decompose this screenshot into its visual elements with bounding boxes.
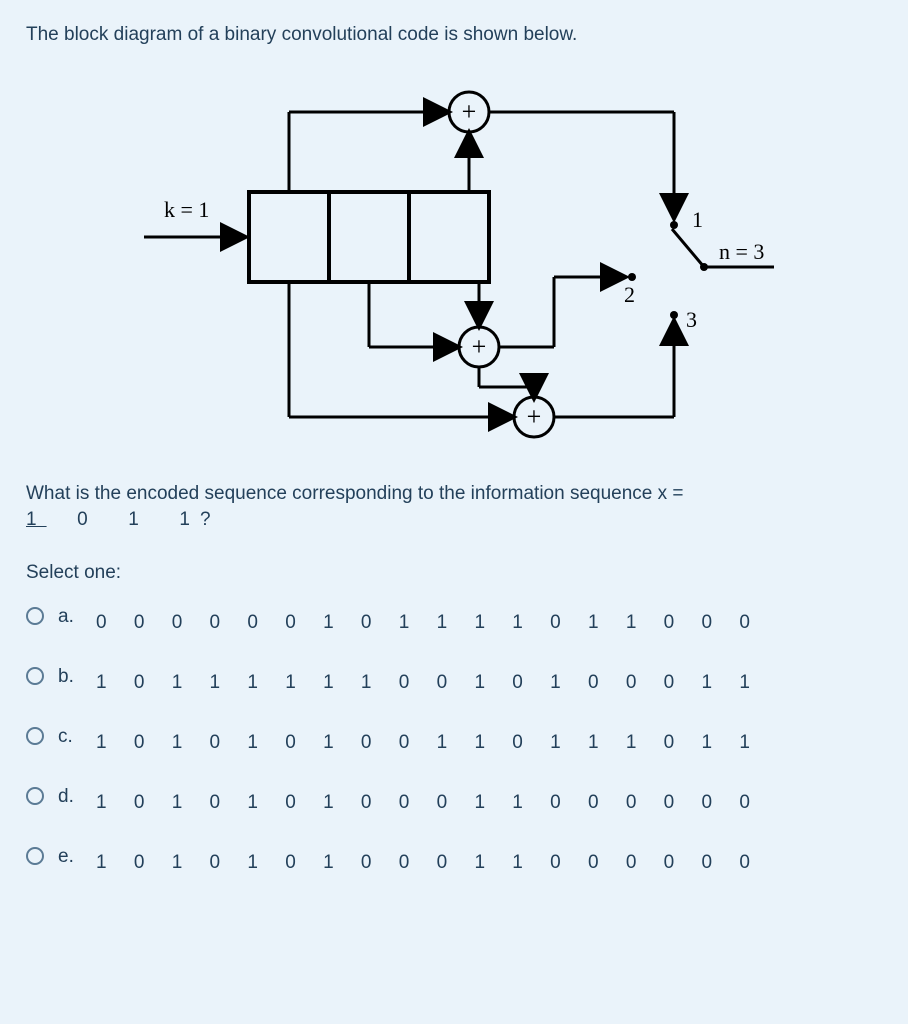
option-c-sequence: 1 0 1 0 1 0 1 0 0 1 1 0 1 1 1 0 1 1 <box>96 724 882 762</box>
adder-mid-symbol: + <box>472 332 487 361</box>
option-d-sequence: 1 0 1 0 1 0 1 0 0 0 1 1 0 0 0 0 0 0 <box>96 784 882 822</box>
adder-top-symbol: + <box>462 97 477 126</box>
n-label: n = 3 <box>719 239 764 264</box>
intro-text: The block diagram of a binary convolutio… <box>26 22 882 49</box>
option-b-sequence: 1 0 1 1 1 1 1 1 0 0 1 0 1 0 0 0 1 1 <box>96 664 882 702</box>
options-group: a. 0 0 0 0 0 0 1 0 1 1 1 1 0 1 1 0 0 0 b… <box>26 604 882 882</box>
commutator-label-2: 2 <box>624 282 635 307</box>
question-text: What is the encoded sequence correspondi… <box>26 481 882 534</box>
option-a-label: a. <box>58 604 82 631</box>
option-e-label: e. <box>58 844 82 871</box>
commutator-label-3: 3 <box>686 307 697 332</box>
option-e[interactable]: e. 1 0 1 0 1 0 1 0 0 0 1 1 0 0 0 0 0 0 <box>26 844 882 882</box>
commutator-label-1: 1 <box>692 207 703 232</box>
option-c-label: c. <box>58 724 82 751</box>
option-a-sequence: 0 0 0 0 0 0 1 0 1 1 1 1 0 1 1 0 0 0 <box>96 604 882 642</box>
option-b[interactable]: b. 1 0 1 1 1 1 1 1 0 0 1 0 1 0 0 0 1 1 <box>26 664 882 702</box>
select-one-label: Select one: <box>26 560 882 587</box>
adder-bot-symbol: + <box>527 402 542 431</box>
question-sequence: 1 0 1 1? <box>26 509 221 530</box>
convolutional-diagram: k = 1 + + + <box>134 67 774 457</box>
diagram-container: k = 1 + + + <box>26 67 882 457</box>
radio-a[interactable] <box>26 607 44 625</box>
radio-d[interactable] <box>26 787 44 805</box>
radio-c[interactable] <box>26 727 44 745</box>
option-a[interactable]: a. 0 0 0 0 0 0 1 0 1 1 1 1 0 1 1 0 0 0 <box>26 604 882 642</box>
option-c[interactable]: c. 1 0 1 0 1 0 1 0 0 1 1 0 1 1 1 0 1 1 <box>26 724 882 762</box>
option-d[interactable]: d. 1 0 1 0 1 0 1 0 0 0 1 1 0 0 0 0 0 0 <box>26 784 882 822</box>
k-label: k = 1 <box>164 197 209 222</box>
question-prefix: What is the encoded sequence correspondi… <box>26 483 684 504</box>
radio-e[interactable] <box>26 847 44 865</box>
option-d-label: d. <box>58 784 82 811</box>
option-e-sequence: 1 0 1 0 1 0 1 0 0 0 1 1 0 0 0 0 0 0 <box>96 844 882 882</box>
option-b-label: b. <box>58 664 82 691</box>
radio-b[interactable] <box>26 667 44 685</box>
